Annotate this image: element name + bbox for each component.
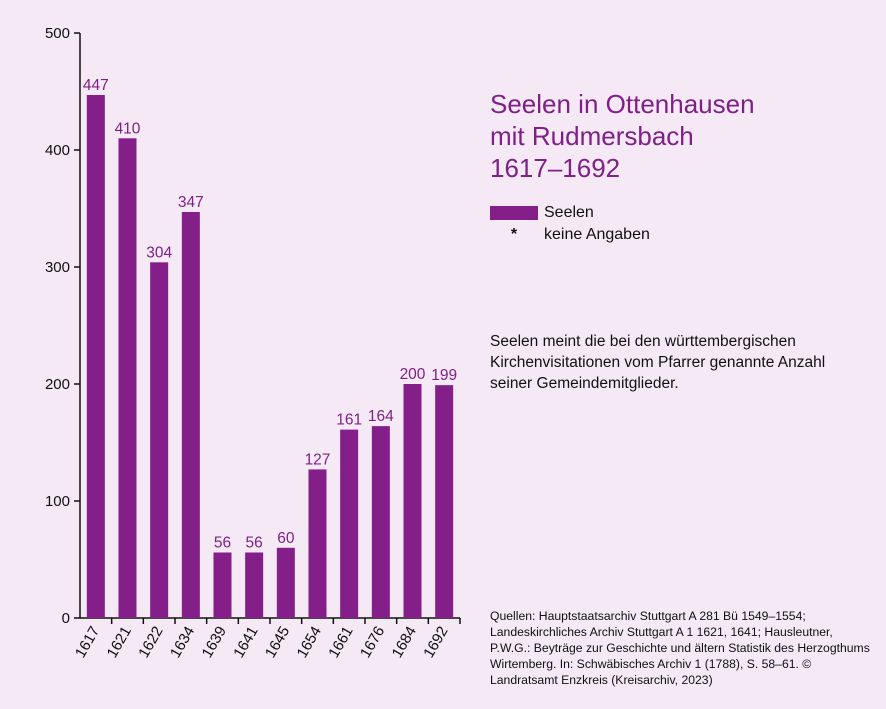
bar-value-label: 200	[400, 366, 426, 383]
legend: Seelen * keine Angaben	[490, 202, 650, 246]
bar-value-label: 347	[178, 194, 204, 211]
legend-item-seelen: Seelen	[490, 202, 650, 224]
explanation-note: Seelen meint die bei den württembergisch…	[490, 333, 826, 392]
bar-1654	[308, 469, 327, 618]
bar-value-label: 60	[277, 530, 295, 547]
y-tick-label: 300	[45, 259, 70, 276]
bar-value-label: 56	[214, 534, 231, 551]
legend-label-keine-angaben: keine Angaben	[544, 226, 650, 243]
title-line-3: 1617–1692	[490, 153, 621, 183]
x-tick-label: 1617	[72, 624, 103, 661]
chart-title: Seelen in Ottenhausen mit Rudmersbach 16…	[490, 88, 755, 184]
x-tick-label: 1622	[135, 624, 166, 661]
y-tick-label: 500	[45, 25, 70, 42]
bar-value-label: 447	[83, 77, 109, 94]
legend-label-seelen: Seelen	[544, 204, 594, 221]
x-tick-label: 1654	[294, 624, 325, 661]
legend-swatch	[490, 206, 538, 220]
bar-value-label: 161	[336, 412, 362, 429]
bar-1676	[371, 426, 390, 618]
bar-1692	[435, 385, 454, 618]
bar-1661	[340, 429, 359, 618]
bar-1634	[181, 212, 200, 618]
bar-value-label: 304	[146, 244, 172, 261]
bar-1641	[245, 552, 264, 618]
x-tick-label: 1639	[199, 624, 230, 661]
bar-value-label: 56	[246, 534, 263, 551]
title-line-2: mit Rudmersbach	[490, 121, 694, 151]
title-line-1: Seelen in Ottenhausen	[490, 89, 755, 119]
bar-value-label: 127	[305, 451, 331, 468]
y-tick-label: 0	[62, 610, 70, 627]
x-tick-label: 1634	[167, 624, 198, 661]
bar-1621	[118, 138, 137, 619]
bar-1617	[86, 95, 105, 618]
bar-1645	[276, 547, 295, 618]
x-tick-label: 1676	[357, 624, 388, 661]
y-tick-label: 100	[45, 493, 70, 510]
bar-value-label: 164	[368, 408, 394, 425]
y-tick-label: 400	[45, 142, 70, 159]
x-tick-label: 1621	[104, 624, 135, 661]
asterisk-icon: *	[510, 226, 518, 243]
x-tick-label: 1645	[262, 624, 293, 661]
x-tick-label: 1692	[420, 624, 451, 661]
bar-1622	[150, 262, 169, 618]
legend-item-keine-angaben: * keine Angaben	[490, 224, 650, 246]
y-tick-label: 200	[45, 376, 70, 393]
x-tick-label: 1641	[230, 624, 261, 661]
bar-1639	[213, 552, 232, 618]
bar-1684	[403, 384, 422, 618]
x-tick-label: 1684	[389, 624, 420, 661]
bar-value-label: 199	[431, 367, 457, 384]
bar-value-label: 410	[115, 120, 141, 137]
x-tick-label: 1661	[325, 624, 356, 661]
sources-text: Quellen: Hauptstaatsarchiv Stuttgart A 2…	[490, 609, 870, 687]
